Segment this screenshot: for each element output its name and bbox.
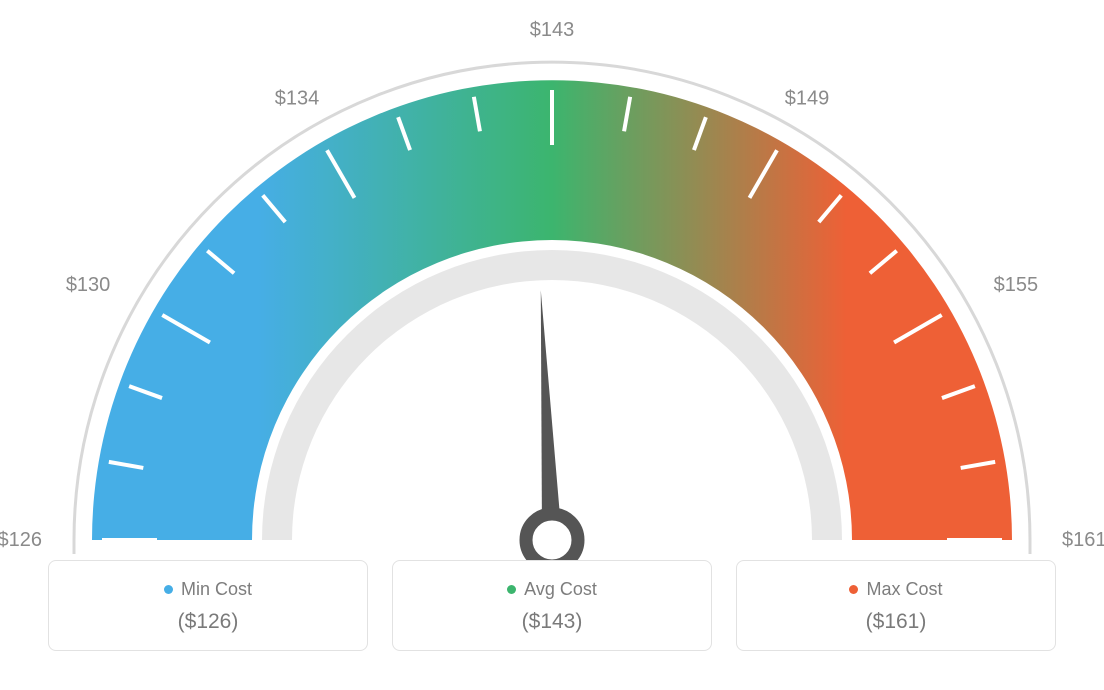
max-cost-card: Max Cost ($161) (736, 560, 1056, 651)
max-dot-icon (849, 585, 858, 594)
min-dot-icon (164, 585, 173, 594)
needle-hub (526, 514, 578, 560)
tick-label: $155 (994, 274, 1039, 296)
avg-cost-label: Avg Cost (524, 579, 597, 600)
min-cost-value: ($126) (59, 610, 357, 634)
avg-cost-value: ($143) (403, 610, 701, 634)
avg-cost-card: Avg Cost ($143) (392, 560, 712, 651)
tick-label: $130 (66, 274, 111, 296)
max-cost-label: Max Cost (866, 579, 942, 600)
tick-label: $161 (1062, 529, 1104, 551)
tick-label: $134 (275, 87, 320, 109)
gauge-needle (541, 290, 562, 540)
min-cost-label: Min Cost (181, 579, 252, 600)
tick-label: $126 (0, 529, 42, 551)
min-cost-card: Min Cost ($126) (48, 560, 368, 651)
summary-cards: Min Cost ($126) Avg Cost ($143) Max Cost… (0, 560, 1104, 671)
gauge-chart: $126 $130 $134 $143 $149 $155 $161 (0, 0, 1104, 560)
tick-label: $149 (785, 87, 830, 109)
max-cost-title: Max Cost (747, 579, 1045, 600)
avg-cost-title: Avg Cost (403, 579, 701, 600)
max-cost-value: ($161) (747, 610, 1045, 634)
tick-label: $143 (530, 19, 575, 41)
avg-dot-icon (507, 585, 516, 594)
gauge-svg: $126 $130 $134 $143 $149 $155 $161 (0, 0, 1104, 560)
min-cost-title: Min Cost (59, 579, 357, 600)
